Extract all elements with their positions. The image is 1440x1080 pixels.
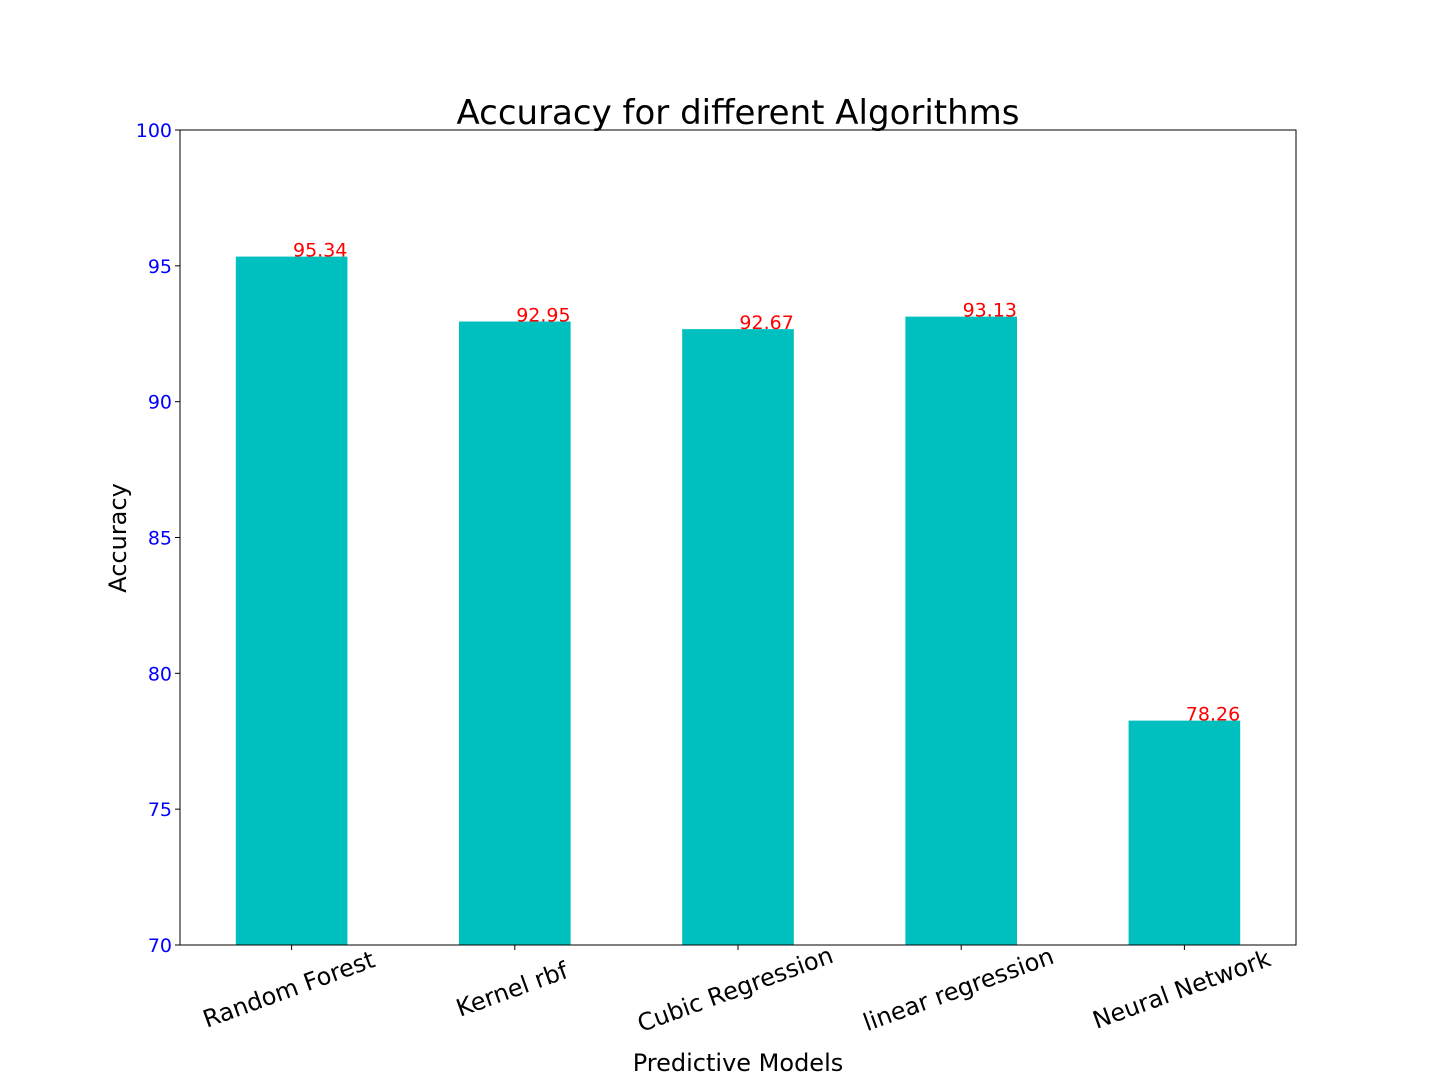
bar — [682, 329, 794, 945]
x-axis-label: Predictive Models — [633, 1049, 844, 1077]
y-axis-ticks: 70 75 80 85 90 95 100 — [136, 120, 180, 957]
data-label: 93.13 — [963, 300, 1017, 322]
y-tick-label: 100 — [136, 120, 172, 142]
bars-group — [235, 256, 1241, 945]
y-tick-label: 80 — [148, 663, 172, 685]
data-label: 92.95 — [516, 305, 570, 327]
y-tick-label: 75 — [148, 799, 172, 821]
y-tick-label: 90 — [148, 392, 172, 414]
y-tick-label: 70 — [148, 935, 172, 957]
data-label: 92.67 — [739, 312, 793, 334]
data-label: 78.26 — [1186, 704, 1240, 726]
chart-title: Accuracy for different Algorithms — [456, 93, 1019, 133]
bar — [1128, 720, 1241, 945]
plot-area-frame — [179, 129, 1297, 946]
bar — [459, 321, 571, 945]
y-tick-label: 85 — [148, 528, 172, 550]
y-axis-label: Accuracy — [104, 483, 132, 593]
bar — [905, 316, 1017, 945]
y-tick-label: 95 — [148, 256, 172, 278]
bar — [235, 256, 348, 945]
data-labels-group: 95.34 92.95 92.67 93.13 78.26 — [293, 240, 1240, 726]
data-label: 95.34 — [293, 240, 347, 262]
